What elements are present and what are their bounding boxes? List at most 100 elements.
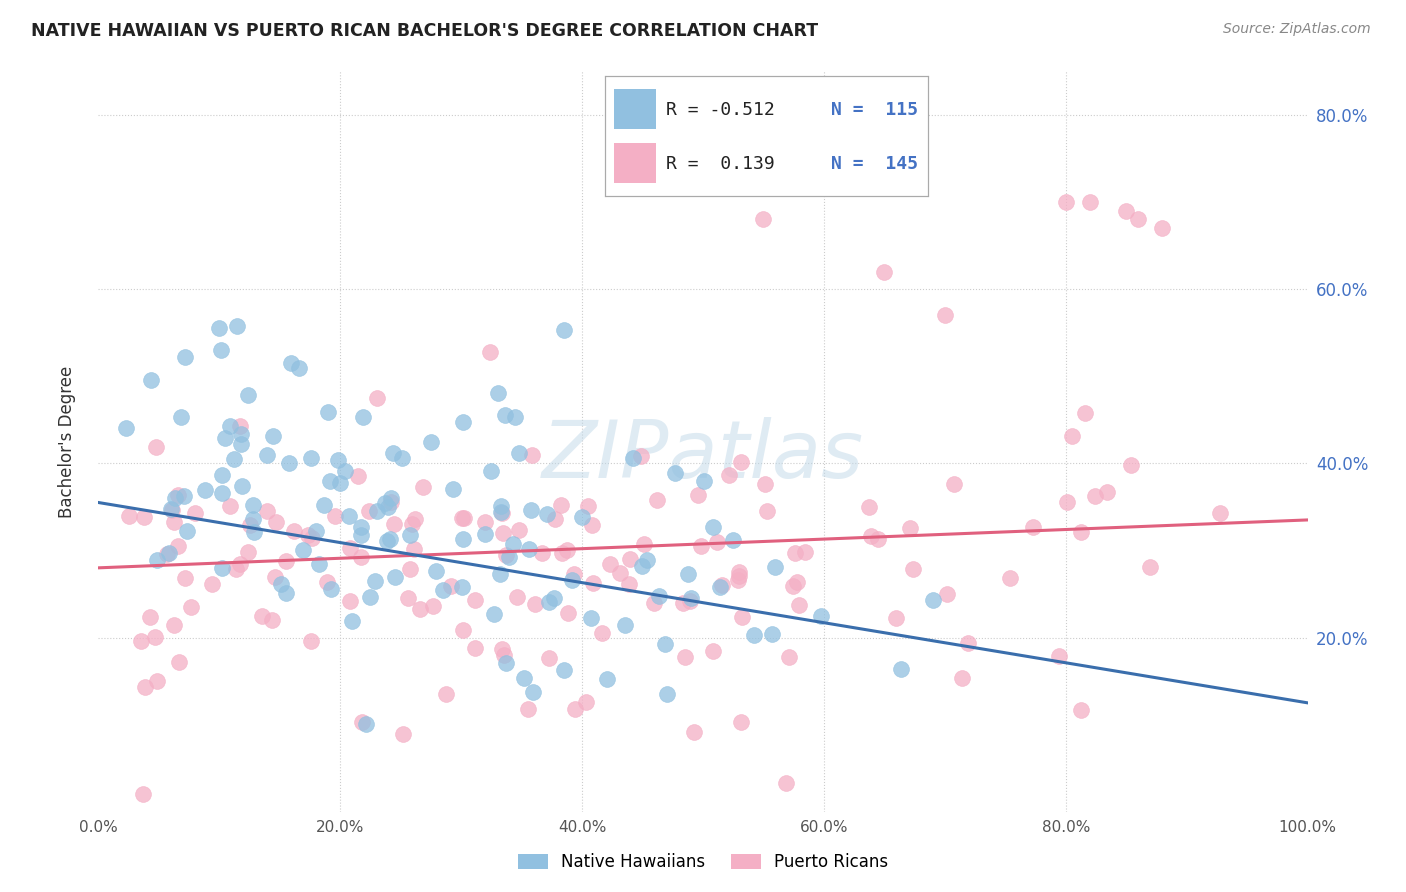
Native Hawaiians <box>543 591 565 606</box>
Puerto Ricans <box>557 606 579 620</box>
Puerto Ricans <box>609 566 631 580</box>
Puerto Ricans <box>228 557 250 571</box>
Puerto Ricans <box>1078 194 1101 209</box>
Puerto Ricans <box>520 448 543 462</box>
Puerto Ricans <box>162 617 184 632</box>
Native Hawaiians <box>157 545 180 559</box>
Puerto Ricans <box>730 714 752 729</box>
Native Hawaiians <box>522 684 544 698</box>
Puerto Ricans <box>219 500 242 514</box>
Puerto Ricans <box>717 467 740 482</box>
Puerto Ricans <box>453 511 475 525</box>
Puerto Ricans <box>1070 525 1092 540</box>
Puerto Ricans <box>619 551 641 566</box>
Puerto Ricans <box>702 643 724 657</box>
Native Hawaiians <box>810 609 832 624</box>
Native Hawaiians <box>337 509 360 524</box>
Text: N =  145: N = 145 <box>831 154 918 173</box>
Native Hawaiians <box>537 595 560 609</box>
Puerto Ricans <box>225 561 247 575</box>
Native Hawaiians <box>352 410 374 425</box>
Puerto Ricans <box>1095 485 1118 500</box>
Puerto Ricans <box>451 623 474 637</box>
Puerto Ricans <box>366 391 388 405</box>
Native Hawaiians <box>209 343 232 357</box>
Puerto Ricans <box>752 212 775 227</box>
Native Hawaiians <box>280 356 302 370</box>
Puerto Ricans <box>1047 648 1070 663</box>
Puerto Ricans <box>901 562 924 576</box>
Native Hawaiians <box>513 671 536 685</box>
Puerto Ricans <box>756 504 779 518</box>
Puerto Ricans <box>728 565 751 579</box>
Native Hawaiians <box>503 409 526 424</box>
Native Hawaiians <box>364 574 387 588</box>
Puerto Ricans <box>516 702 538 716</box>
Native Hawaiians <box>384 570 406 584</box>
Puerto Ricans <box>464 641 486 656</box>
Puerto Ricans <box>508 523 530 537</box>
Native Hawaiians <box>489 567 512 582</box>
Native Hawaiians <box>614 617 637 632</box>
Puerto Ricans <box>131 787 153 801</box>
Native Hawaiians <box>482 607 505 621</box>
Puerto Ricans <box>350 550 373 565</box>
Puerto Ricans <box>1209 506 1232 520</box>
Native Hawaiians <box>508 446 530 460</box>
Puerto Ricans <box>728 568 751 582</box>
Puerto Ricans <box>859 529 882 543</box>
Puerto Ricans <box>162 515 184 529</box>
Text: Source: ZipAtlas.com: Source: ZipAtlas.com <box>1223 22 1371 37</box>
Text: R =  0.139: R = 0.139 <box>666 154 775 173</box>
Native Hawaiians <box>553 663 575 677</box>
Native Hawaiians <box>219 419 242 434</box>
Native Hawaiians <box>163 491 186 505</box>
Puerto Ricans <box>180 600 202 615</box>
Puerto Ricans <box>619 576 641 591</box>
Native Hawaiians <box>229 437 252 451</box>
Puerto Ricans <box>956 636 979 650</box>
Puerto Ricans <box>392 727 415 741</box>
FancyBboxPatch shape <box>614 89 657 128</box>
Native Hawaiians <box>420 435 443 450</box>
Native Hawaiians <box>274 586 297 600</box>
Puerto Ricans <box>323 509 346 524</box>
Puerto Ricans <box>464 593 486 607</box>
Puerto Ricans <box>786 575 808 590</box>
Puerto Ricans <box>775 776 797 790</box>
Puerto Ricans <box>451 511 474 525</box>
Puerto Ricans <box>506 590 529 604</box>
Puerto Ricans <box>1070 703 1092 717</box>
Puerto Ricans <box>174 571 197 585</box>
Native Hawaiians <box>214 431 236 445</box>
Puerto Ricans <box>555 542 578 557</box>
Native Hawaiians <box>291 543 314 558</box>
Puerto Ricans <box>146 673 169 688</box>
Native Hawaiians <box>231 479 253 493</box>
Native Hawaiians <box>242 512 264 526</box>
Puerto Ricans <box>264 569 287 583</box>
Puerto Ricans <box>474 515 496 529</box>
Native Hawaiians <box>595 673 617 687</box>
Puerto Ricans <box>297 528 319 542</box>
Puerto Ricans <box>166 488 188 502</box>
Y-axis label: Bachelor's Degree: Bachelor's Degree <box>58 366 76 517</box>
Puerto Ricans <box>495 548 517 562</box>
Puerto Ricans <box>399 562 422 576</box>
Native Hawaiians <box>495 656 517 670</box>
Puerto Ricans <box>129 634 152 648</box>
Puerto Ricans <box>1022 520 1045 534</box>
Puerto Ricans <box>711 578 734 592</box>
Puerto Ricans <box>575 695 598 709</box>
Puerto Ricans <box>491 506 513 520</box>
Native Hawaiians <box>278 456 301 470</box>
Puerto Ricans <box>401 516 423 531</box>
Native Hawaiians <box>502 537 524 551</box>
Puerto Ricans <box>551 546 574 560</box>
Native Hawaiians <box>270 577 292 591</box>
Native Hawaiians <box>425 564 447 578</box>
Native Hawaiians <box>359 590 381 604</box>
Puerto Ricans <box>564 702 586 716</box>
Native Hawaiians <box>308 557 330 571</box>
Native Hawaiians <box>453 532 475 546</box>
